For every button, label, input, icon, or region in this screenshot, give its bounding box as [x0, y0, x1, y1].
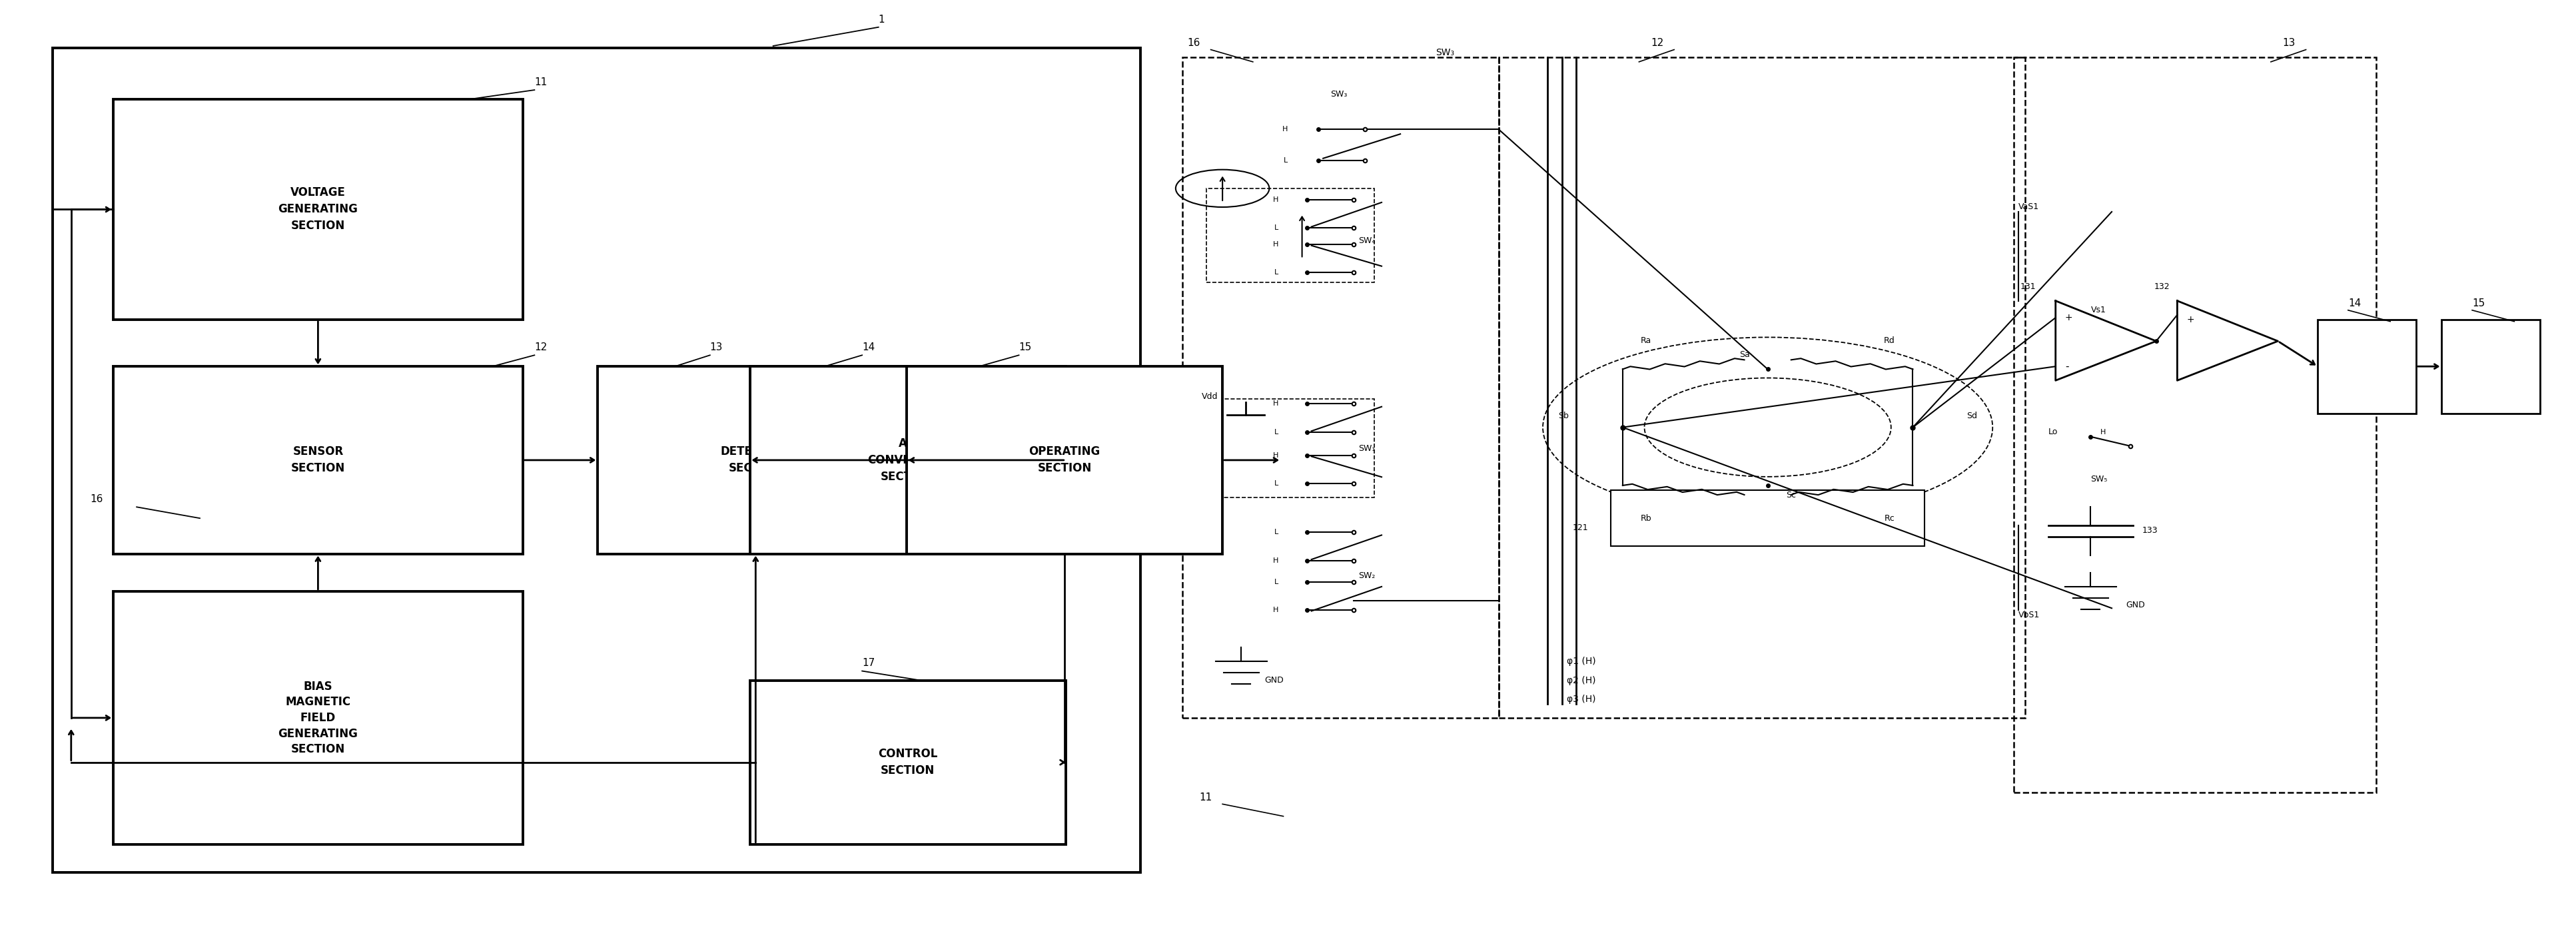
Text: 1: 1	[878, 14, 886, 24]
FancyBboxPatch shape	[52, 48, 1141, 872]
Text: SENSOR
SECTION: SENSOR SECTION	[291, 446, 345, 474]
Text: 12: 12	[1651, 38, 1664, 48]
Text: AD
CONVERTING
SECTION: AD CONVERTING SECTION	[868, 438, 948, 483]
Text: BIAS
MAGNETIC
FIELD
GENERATING
SECTION: BIAS MAGNETIC FIELD GENERATING SECTION	[278, 681, 358, 755]
Text: Sd: Sd	[1965, 411, 1978, 420]
Text: SW₅: SW₅	[2092, 474, 2107, 484]
FancyBboxPatch shape	[750, 681, 1066, 844]
Text: L: L	[1283, 157, 1288, 163]
Text: 11: 11	[1198, 793, 1211, 802]
Text: 15: 15	[1020, 343, 1033, 352]
FancyBboxPatch shape	[2318, 319, 2416, 413]
Text: 11: 11	[533, 77, 546, 87]
Text: L: L	[1275, 224, 1278, 231]
Text: H: H	[1283, 126, 1288, 132]
Text: Lo: Lo	[2048, 427, 2058, 437]
Text: VOLTAGE
GENERATING
SECTION: VOLTAGE GENERATING SECTION	[278, 187, 358, 232]
Text: Sb: Sb	[1558, 411, 1569, 420]
Text: Vdd: Vdd	[1200, 393, 1218, 401]
Text: H: H	[1273, 607, 1278, 613]
Text: H: H	[1273, 452, 1278, 459]
Text: Vs1: Vs1	[2092, 306, 2107, 315]
Text: 132: 132	[2154, 283, 2169, 291]
Text: H: H	[2099, 429, 2105, 436]
Text: 14: 14	[2349, 299, 2362, 308]
Text: SW₃: SW₃	[1435, 48, 1455, 57]
FancyBboxPatch shape	[907, 366, 1224, 554]
Text: 12: 12	[533, 343, 546, 352]
FancyBboxPatch shape	[2442, 319, 2540, 413]
Text: 15: 15	[2473, 299, 2486, 308]
Text: L: L	[1275, 480, 1278, 487]
Text: Ra: Ra	[1641, 336, 1651, 345]
Text: 16: 16	[1188, 38, 1200, 48]
Text: 13: 13	[2282, 38, 2295, 48]
FancyBboxPatch shape	[113, 592, 523, 844]
Text: L: L	[1275, 529, 1278, 535]
Text: H: H	[1273, 196, 1278, 203]
Text: -: -	[2066, 362, 2069, 372]
Text: Rd: Rd	[1883, 336, 1896, 345]
Text: Sa: Sa	[1739, 350, 1749, 359]
Text: 121: 121	[1574, 524, 1589, 532]
Text: 13: 13	[711, 343, 724, 352]
Text: Sc: Sc	[1785, 491, 1795, 500]
Text: Rc: Rc	[1883, 515, 1896, 523]
Text: SW₁: SW₁	[1358, 444, 1376, 453]
Text: H: H	[1273, 241, 1278, 248]
Text: VaS1: VaS1	[2017, 203, 2038, 211]
Text: 16: 16	[90, 494, 103, 504]
FancyBboxPatch shape	[1610, 490, 1924, 546]
Text: Rb: Rb	[1641, 515, 1651, 523]
FancyBboxPatch shape	[113, 366, 523, 554]
FancyBboxPatch shape	[113, 100, 523, 319]
Text: SW₄: SW₄	[1358, 237, 1376, 245]
Text: VbS1: VbS1	[2017, 610, 2040, 619]
Text: DETECTING
SECTION: DETECTING SECTION	[721, 446, 791, 474]
Text: CONTROL
SECTION: CONTROL SECTION	[878, 748, 938, 777]
Text: L: L	[1275, 269, 1278, 276]
Text: OPERATING
SECTION: OPERATING SECTION	[1028, 446, 1100, 474]
Text: GND: GND	[2125, 601, 2146, 609]
Text: +: +	[2187, 315, 2195, 324]
FancyBboxPatch shape	[598, 366, 914, 554]
Text: φ3 (H): φ3 (H)	[1566, 695, 1595, 703]
Text: GND: GND	[1265, 676, 1283, 685]
Text: H: H	[1273, 401, 1278, 408]
Text: H: H	[1273, 557, 1278, 563]
Text: +: +	[2066, 313, 2074, 322]
Text: 17: 17	[863, 658, 876, 669]
Text: 14: 14	[863, 343, 876, 352]
Text: SW₃: SW₃	[1329, 90, 1347, 99]
Text: φ2 (H): φ2 (H)	[1566, 676, 1595, 685]
Text: 131: 131	[2020, 283, 2035, 291]
FancyBboxPatch shape	[750, 366, 1066, 554]
Text: φ1 (H): φ1 (H)	[1566, 657, 1595, 667]
Text: SW₂: SW₂	[1358, 572, 1376, 580]
Text: L: L	[1275, 578, 1278, 585]
Text: L: L	[1275, 429, 1278, 436]
Text: 133: 133	[2143, 526, 2159, 534]
